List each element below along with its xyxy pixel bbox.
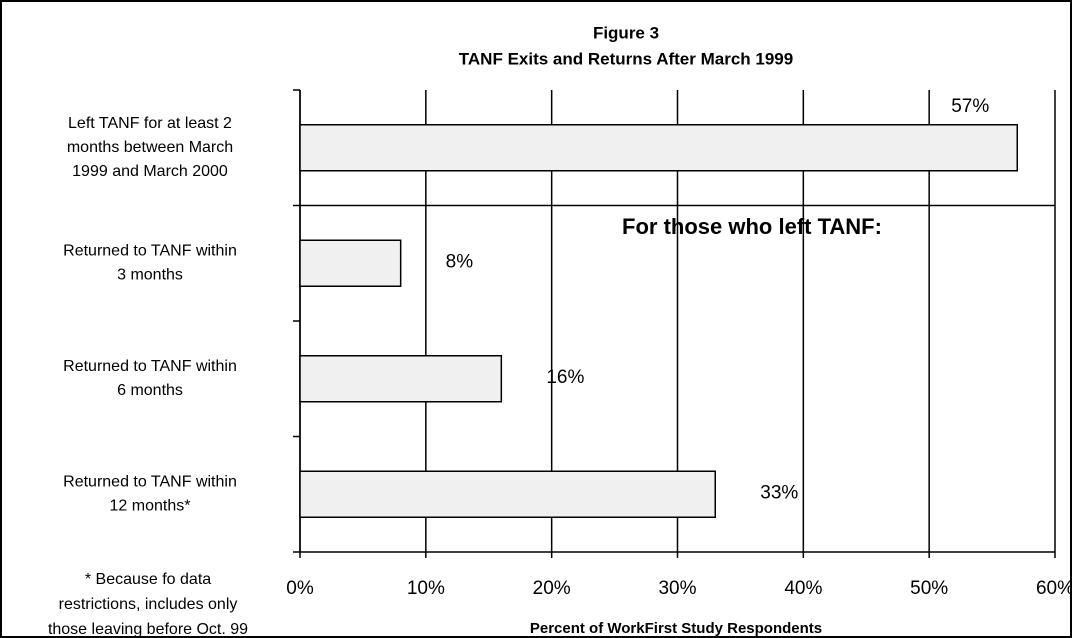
y-tick-label: 1999 and March 2000 xyxy=(72,163,228,180)
footnote: restrictions, includes only xyxy=(59,596,238,613)
bar xyxy=(299,124,1018,172)
x-tick-label: 20% xyxy=(533,578,571,599)
annotation: For those who left TANF: xyxy=(622,214,882,239)
value-label: 57% xyxy=(951,96,989,117)
x-tick-label: 10% xyxy=(407,578,445,599)
value-label: 16% xyxy=(546,367,584,388)
value-label: 33% xyxy=(760,482,798,503)
y-tick-label: Returned to TANF within xyxy=(63,358,237,375)
x-tick-label: 30% xyxy=(658,578,696,599)
value-label: 8% xyxy=(446,251,474,272)
x-axis-label: Percent of WorkFirst Study Respondents xyxy=(530,620,822,637)
y-tick-label: Returned to TANF within xyxy=(63,473,237,490)
x-tick-label: 50% xyxy=(910,578,948,599)
y-tick-label: months between March xyxy=(67,139,233,156)
y-tick-label: Left TANF for at least 2 xyxy=(68,115,232,132)
x-tick-label: 0% xyxy=(286,578,314,599)
y-tick-label: 12 months* xyxy=(110,497,191,514)
y-tick-label: 3 months xyxy=(117,266,183,283)
bar xyxy=(299,470,716,518)
footnote: those leaving before Oct. 99 xyxy=(48,621,248,638)
y-tick-label: Returned to TANF within xyxy=(63,242,237,259)
chart-title: Figure 3 xyxy=(593,23,659,42)
chart-subtitle: TANF Exits and Returns After March 1999 xyxy=(459,49,793,68)
x-tick-label: 40% xyxy=(784,578,822,599)
bar xyxy=(299,239,402,287)
x-tick-label: 60% xyxy=(1036,578,1072,599)
footnote: * Because fo data xyxy=(85,571,211,588)
y-tick-label: 6 months xyxy=(117,382,183,399)
bar xyxy=(299,355,503,403)
